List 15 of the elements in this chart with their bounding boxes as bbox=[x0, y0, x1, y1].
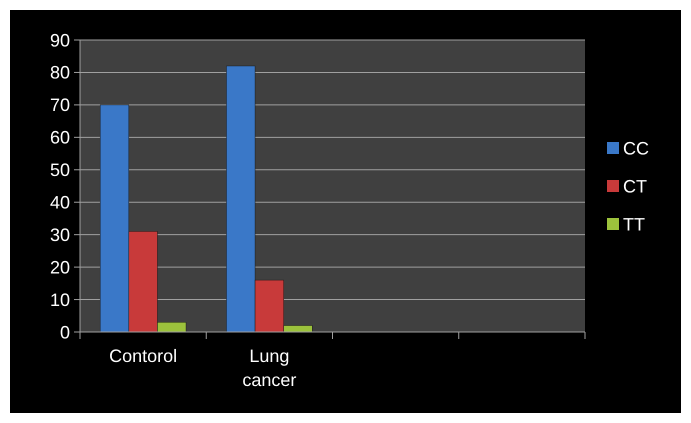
y-tick-label: 0 bbox=[60, 322, 70, 342]
y-tick-label: 30 bbox=[50, 224, 70, 245]
y-tick-label: 80 bbox=[50, 62, 70, 83]
x-tick-label: Lung cancer bbox=[242, 346, 296, 390]
y-tick-label: 50 bbox=[50, 160, 70, 180]
y-tick-label: 90 bbox=[50, 30, 70, 50]
y-tick-label: 40 bbox=[50, 192, 70, 213]
y-tick-label: 20 bbox=[50, 257, 70, 278]
legend-label: CT bbox=[623, 176, 647, 196]
legend-label: CC bbox=[623, 138, 649, 158]
y-tick-label: 60 bbox=[50, 128, 70, 148]
y-tick-label: 70 bbox=[50, 95, 70, 116]
y-tick-label: 10 bbox=[50, 290, 70, 310]
legend-label: TT bbox=[623, 214, 645, 234]
x-tick-label: Contorol bbox=[109, 346, 178, 366]
